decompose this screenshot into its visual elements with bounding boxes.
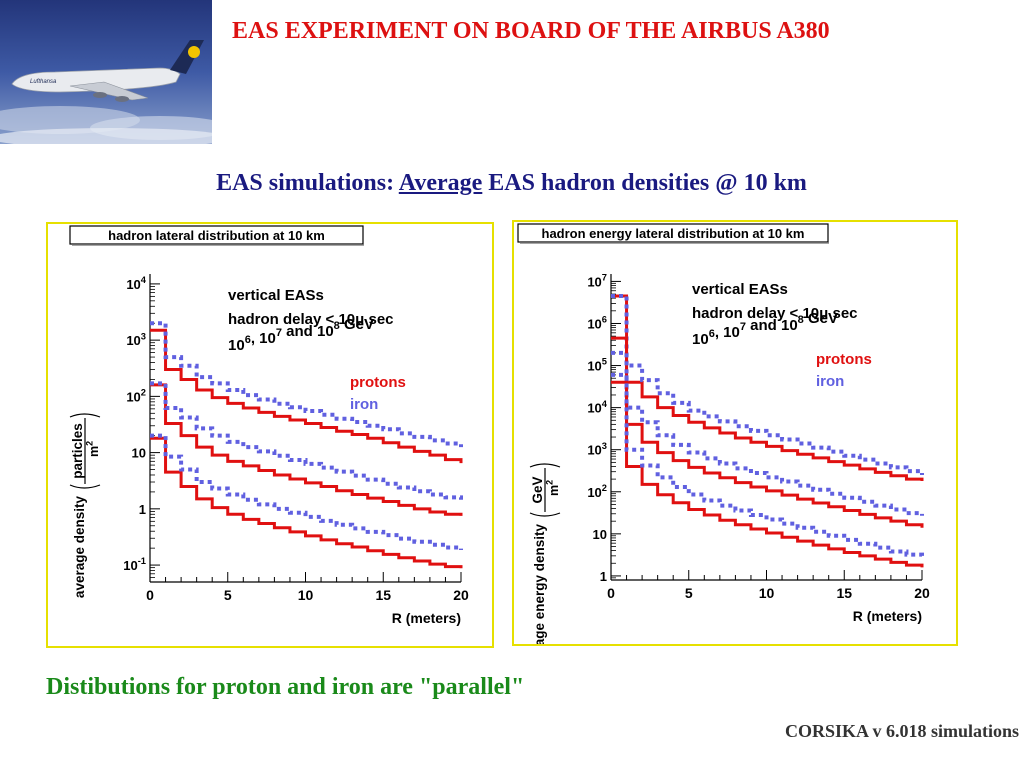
y-unit-denominator: m2 [84, 441, 101, 457]
hadron-energy-lateral-chart: hadron energy lateral distribution at 10… [517, 223, 930, 674]
y-tick-label: 104 [587, 399, 607, 416]
chart-title: hadron lateral distribution at 10 km [108, 228, 325, 243]
series-iron-1e6 [611, 372, 924, 558]
subtitle-suffix: EAS hadron densities @ 10 km [482, 170, 807, 196]
x-tick-label: 0 [607, 585, 615, 601]
series-protons-1e8 [150, 328, 463, 464]
series-protons-1e6 [611, 380, 924, 568]
series-iron-1e8 [611, 293, 924, 476]
y-tick-label: 10 [593, 527, 607, 542]
y-tick-label: 103 [587, 441, 607, 458]
legend-iron: iron [350, 396, 378, 413]
right-chart-panel: hadron energy lateral distribution at 10… [512, 220, 958, 674]
airline-logo-text: Lufthansa [30, 79, 57, 85]
y-unit-denominator: m2 [544, 480, 561, 496]
x-tick-label: 10 [298, 587, 314, 603]
y-tick-label: 102 [126, 388, 146, 405]
x-axis-label: R (meters) [392, 610, 461, 626]
subtitle-prefix: EAS simulations: [216, 170, 399, 196]
left-chart-panel: hadron lateral distribution at 10 km 104 1… [46, 222, 494, 648]
airplane-image: Lufthansa [0, 0, 230, 148]
x-tick-label: 20 [914, 585, 930, 601]
y-axis-label-group: average energy density GeV m2 [529, 463, 561, 674]
chart-title-box [517, 223, 829, 243]
x-tick-label: 5 [685, 585, 693, 601]
x-tick-label: 10 [759, 585, 775, 601]
simulation-credit: CORSIKA v 6.018 simulations [784, 721, 1019, 741]
y-unit-left-paren [529, 512, 561, 517]
y-unit-right-paren [69, 413, 101, 418]
y-unit-left-paren [69, 484, 101, 489]
series-protons-1e6 [150, 436, 463, 569]
subtitle-underlined: Average [398, 170, 483, 196]
y-axis-label-group: average density particles m2 [69, 413, 101, 599]
hadron-lateral-chart: hadron lateral distribution at 10 km 104 1… [69, 225, 469, 626]
x-tick-label: 20 [453, 587, 469, 603]
series-protons-1e7 [150, 383, 463, 516]
annotation-energies: 106, 107 and 108 GeV [228, 316, 374, 354]
y-unit-right-paren [529, 463, 561, 468]
series-iron-1e7 [611, 350, 924, 516]
series-iron-1e7 [150, 381, 463, 500]
annotation-energies: 106, 107 and 108 GeV [692, 310, 838, 348]
series-protons-1e8 [611, 294, 924, 482]
y-tick-label: 105 [587, 357, 607, 374]
x-axis-label: R (meters) [853, 608, 922, 624]
series-protons-1e7 [611, 336, 924, 528]
legend-protons: protons [350, 374, 406, 391]
legend-iron: iron [816, 373, 844, 390]
y-tick-label: 103 [126, 331, 146, 348]
y-unit-numerator: GeV [530, 476, 545, 503]
y-tick-label: 1 [139, 502, 146, 517]
annotation-vertical-eass: vertical EASs [228, 287, 324, 304]
airbus-photo: Lufthansa [0, 0, 230, 148]
y-tick-label: 106 [587, 315, 607, 332]
y-tick-label: 10-1 [123, 556, 146, 573]
x-tick-label: 5 [224, 587, 232, 603]
y-axis-label: average energy density [532, 524, 547, 644]
x-tick-label: 15 [836, 585, 852, 601]
slide-subtitle: EAS simulations: Average EAS hadron dens… [0, 170, 1023, 197]
slide-title: EAS EXPERIMENT ON BOARD OF THE AIRBUS A3… [232, 18, 830, 44]
series-iron-1e8 [150, 321, 463, 448]
legend-protons: protons [816, 351, 872, 368]
annotation-vertical-eass: vertical EASs [692, 281, 788, 298]
annotation-hadron-delay: hadron delay < 10μ sec [692, 305, 858, 322]
chart-title: hadron energy lateral distribution at 10… [542, 226, 805, 241]
y-tick-label: 1 [600, 569, 607, 584]
x-tick-label: 0 [146, 587, 154, 603]
annotation-hadron-delay: hadron delay < 10μ sec [228, 311, 394, 328]
x-tick-label: 15 [375, 587, 391, 603]
series-iron-1e6 [150, 433, 463, 551]
chart-title-box [69, 225, 364, 245]
y-tick-label: 104 [126, 275, 146, 292]
y-tick-label: 102 [587, 483, 607, 500]
y-axis-label: average density [72, 496, 87, 599]
y-tick-label: 10 [132, 446, 146, 461]
footer-note: Distibutions for proton and iron are "pa… [46, 674, 525, 700]
y-unit-numerator: particles [70, 423, 85, 479]
y-tick-label: 107 [587, 273, 607, 290]
